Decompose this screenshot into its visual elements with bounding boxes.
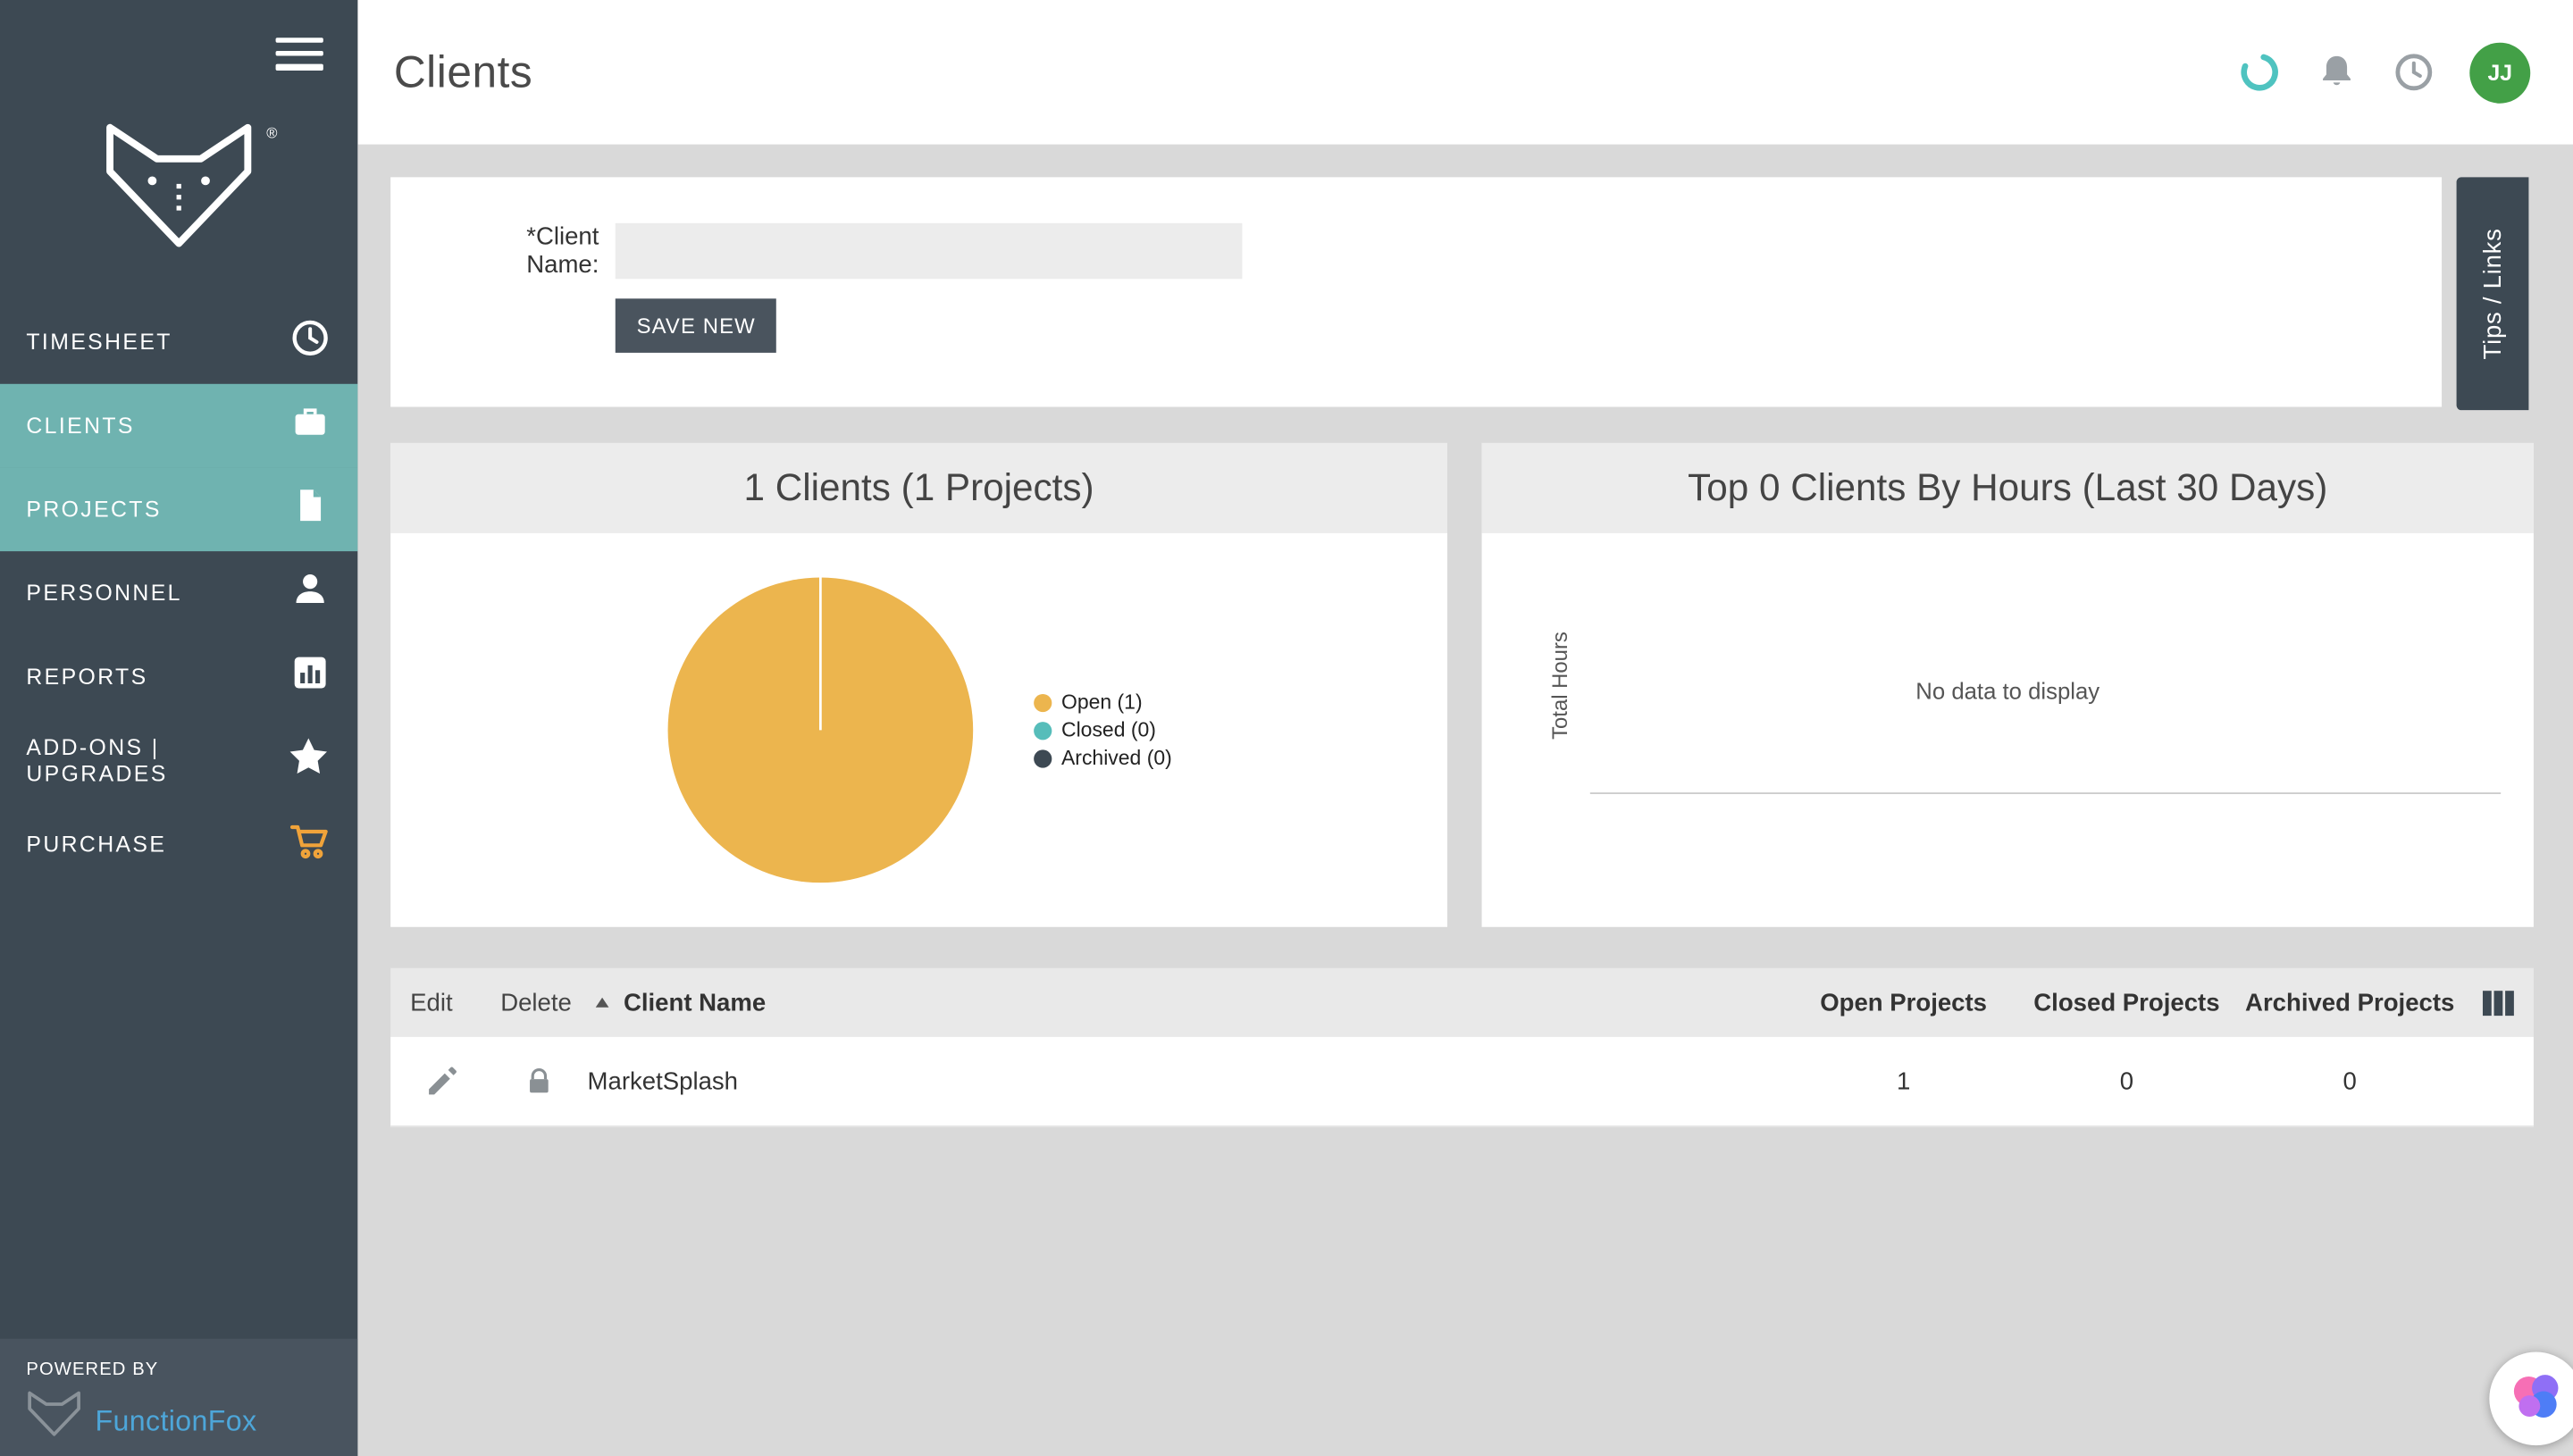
pie-panel-title: 1 Clients (1 Projects) — [390, 442, 1448, 533]
x-axis-line — [1589, 792, 2502, 794]
pencil-icon — [428, 1066, 457, 1094]
sidebar-item-clients[interactable]: CLIENTS — [0, 383, 358, 468]
document-icon — [290, 486, 330, 533]
clients-pie-panel: 1 Clients (1 Projects) Open (1) — [390, 442, 1448, 927]
clients-table: Edit Delete Client Name Open Projects Cl… — [390, 967, 2534, 1127]
sidebar-item-addons-upgrades[interactable]: ADD-ONS | UPGRADES — [0, 718, 357, 802]
legend-item-archived: Archived (0) — [1033, 746, 1172, 771]
page-title: Clients — [393, 46, 533, 96]
archived-projects-cell: 0 — [2343, 1067, 2357, 1096]
powered-by-label: POWERED BY — [26, 1359, 159, 1379]
sidebar-item-projects[interactable]: PROJECTS — [0, 467, 358, 552]
legend-dot-archived — [1033, 749, 1052, 767]
save-new-button[interactable]: SAVE NEW — [615, 298, 777, 353]
clock-outline-icon — [2395, 54, 2433, 91]
avatar[interactable]: JJ — [2469, 41, 2531, 103]
clock-icon — [290, 318, 330, 365]
archived-projects-column-header[interactable]: Archived Projects — [2245, 988, 2455, 1017]
main-area: Clients JJ — [357, 0, 2573, 1456]
fox-icon — [106, 123, 252, 247]
closed-projects-cell: 0 — [2119, 1067, 2134, 1096]
sidebar-footer: POWERED BY FunctionFox — [0, 1337, 358, 1456]
assistant-widget[interactable] — [2489, 1351, 2573, 1445]
functionfox-logo: ® — [100, 118, 277, 264]
cart-icon — [289, 821, 330, 866]
top-bar: Clients JJ — [357, 0, 2573, 145]
legend-item-closed: Closed (0) — [1033, 718, 1172, 743]
open-projects-column-header[interactable]: Open Projects — [1820, 988, 1987, 1017]
hamburger-icon — [275, 37, 323, 71]
sidebar-item-timesheet[interactable]: TIMESHEET — [0, 300, 357, 384]
clients-pie-chart — [667, 577, 973, 883]
sync-button[interactable] — [2238, 51, 2281, 94]
top-clients-hours-panel: Top 0 Clients By Hours (Last 30 Days) To… — [1481, 442, 2534, 927]
sort-asc-icon — [595, 997, 609, 1008]
tips-links-tab[interactable]: Tips / Links — [2456, 177, 2529, 411]
notifications-button[interactable] — [2316, 51, 2359, 94]
client-name-column-header[interactable]: Client Name — [584, 989, 1792, 1017]
empty-chart-message: No data to display — [1915, 677, 2100, 704]
column-settings-button[interactable] — [2480, 987, 2515, 1018]
sidebar: ® TIMESHEET CLIENTS PROJECTS — [0, 0, 358, 1456]
hours-panel-title: Top 0 Clients By Hours (Last 30 Days) — [1481, 442, 2534, 533]
fox-icon-small — [28, 1390, 80, 1435]
menu-toggle-button[interactable] — [269, 23, 330, 84]
sidebar-item-purchase[interactable]: PURCHASE — [0, 802, 357, 886]
briefcase-icon — [290, 402, 330, 449]
table-row: MarketSplash 1 0 0 — [390, 1036, 2534, 1127]
delete-column-header: Delete — [500, 988, 572, 1017]
content-area: *Client Name: SAVE NEW Tips / Links 1 Cl… — [357, 144, 2573, 1456]
bar-chart-icon — [290, 653, 330, 700]
registered-mark: ® — [266, 124, 278, 141]
new-client-form: *Client Name: SAVE NEW — [390, 177, 2443, 407]
bell-icon — [2323, 55, 2351, 86]
closed-projects-column-header[interactable]: Closed Projects — [2033, 988, 2220, 1017]
sidebar-nav: TIMESHEET CLIENTS PROJECTS PERSONNEL — [0, 300, 358, 886]
spinner-icon — [2241, 54, 2278, 91]
recent-activity-button[interactable] — [2393, 51, 2435, 94]
sidebar-item-personnel[interactable]: PERSONNEL — [0, 551, 357, 635]
legend-dot-open — [1033, 693, 1052, 712]
star-icon — [287, 735, 330, 786]
open-projects-cell: 1 — [1896, 1067, 1911, 1096]
pie-legend: Open (1) Closed (0) Archived (0) — [1033, 690, 1172, 771]
edit-client-button[interactable] — [424, 1064, 459, 1099]
sidebar-item-reports[interactable]: REPORTS — [0, 635, 357, 719]
functionfox-wordmark[interactable]: FunctionFox — [95, 1403, 257, 1437]
person-icon — [290, 569, 330, 616]
client-name-label: *Client Name: — [526, 222, 599, 280]
table-header-row: Edit Delete Client Name Open Projects Cl… — [390, 967, 2534, 1037]
lock-delete-button[interactable] — [523, 1066, 554, 1097]
lock-icon — [529, 1067, 548, 1092]
legend-dot-closed — [1033, 721, 1052, 740]
legend-item-open: Open (1) — [1033, 690, 1172, 715]
columns-icon — [2482, 990, 2513, 1016]
edit-column-header: Edit — [410, 988, 453, 1017]
client-name-input[interactable] — [615, 222, 1243, 280]
client-name-cell[interactable]: MarketSplash — [587, 1067, 739, 1096]
brain-logo-icon — [2512, 1375, 2558, 1418]
